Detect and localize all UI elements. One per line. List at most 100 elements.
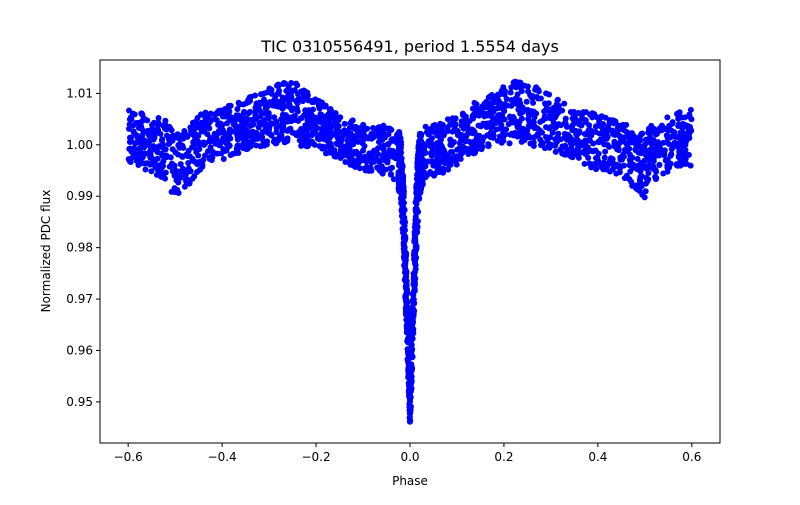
data-point	[346, 124, 353, 131]
data-point	[400, 229, 407, 236]
data-point	[300, 87, 307, 94]
data-point	[396, 154, 403, 161]
data-point	[650, 146, 657, 153]
data-point	[664, 157, 671, 164]
data-point	[525, 122, 532, 129]
data-point	[233, 145, 240, 152]
y-axis: 0.95 0.96 0.97 0.98 0.99 1.00 1.01	[66, 86, 100, 409]
data-point	[553, 111, 560, 118]
data-point	[410, 296, 417, 303]
data-point	[321, 145, 328, 152]
data-point	[298, 125, 305, 132]
data-point	[676, 109, 683, 116]
data-point	[655, 127, 662, 134]
data-point	[566, 133, 573, 140]
data-point	[402, 256, 409, 263]
data-point	[147, 161, 154, 168]
data-point	[404, 316, 411, 323]
data-point	[344, 152, 351, 159]
y-tick-label: 0.97	[66, 292, 93, 306]
y-tick-label: 1.01	[66, 86, 93, 100]
data-point	[403, 250, 410, 257]
data-point	[139, 131, 146, 138]
data-point	[216, 120, 223, 127]
data-point	[327, 116, 334, 123]
data-point	[166, 163, 173, 170]
data-point	[306, 109, 313, 116]
data-point	[500, 84, 507, 91]
data-point	[667, 152, 674, 159]
data-point	[216, 109, 223, 116]
data-point	[586, 160, 593, 167]
data-point	[627, 151, 634, 158]
data-point	[318, 129, 325, 136]
data-point	[266, 99, 273, 106]
data-point	[276, 122, 283, 129]
data-point	[539, 140, 546, 147]
data-point	[185, 160, 192, 167]
data-point	[628, 139, 635, 146]
data-point	[271, 137, 278, 144]
data-point	[429, 171, 436, 178]
data-point	[575, 154, 582, 161]
data-point	[405, 359, 412, 366]
data-point	[265, 110, 272, 116]
data-point	[181, 167, 188, 174]
data-point	[151, 119, 158, 126]
data-point	[508, 102, 515, 109]
data-point	[276, 134, 283, 141]
data-point	[331, 153, 338, 160]
data-point	[687, 106, 694, 113]
data-point	[471, 99, 478, 106]
data-point	[653, 139, 660, 146]
data-point	[609, 155, 616, 162]
data-point	[288, 80, 295, 87]
data-point	[141, 116, 148, 123]
data-point	[225, 141, 232, 148]
data-point	[362, 167, 369, 174]
data-point	[407, 418, 414, 425]
data-point	[207, 117, 214, 124]
data-point	[422, 123, 429, 130]
data-point	[162, 169, 169, 176]
data-point	[253, 142, 260, 149]
data-point	[503, 95, 510, 102]
data-point	[354, 130, 361, 137]
data-point	[481, 110, 488, 117]
data-point	[688, 116, 695, 123]
data-point	[430, 147, 437, 154]
data-point	[476, 110, 483, 117]
y-tick-label: 0.96	[66, 343, 93, 357]
data-point	[657, 145, 664, 152]
data-point	[252, 114, 259, 121]
data-point	[468, 140, 475, 147]
data-point	[220, 146, 227, 153]
data-point	[563, 123, 570, 130]
data-point	[380, 122, 387, 129]
data-point	[418, 140, 425, 147]
data-point	[350, 162, 357, 169]
data-point	[202, 152, 209, 159]
data-point	[303, 127, 310, 134]
x-tick-label: 0.6	[682, 450, 701, 464]
data-point	[488, 121, 495, 128]
data-point	[159, 136, 166, 143]
data-point	[469, 126, 476, 133]
data-point	[130, 128, 137, 135]
data-point	[536, 129, 543, 136]
data-point	[255, 106, 262, 113]
data-point	[606, 117, 613, 124]
data-point	[279, 117, 286, 124]
data-point	[382, 166, 389, 173]
data-point	[656, 161, 663, 168]
data-point	[483, 120, 490, 127]
data-point	[650, 158, 657, 165]
data-point	[559, 150, 566, 157]
data-point	[611, 138, 618, 145]
data-point	[591, 160, 598, 167]
data-point	[142, 166, 149, 173]
data-point	[379, 170, 386, 177]
data-point	[463, 145, 470, 152]
data-point	[404, 321, 411, 328]
data-point	[494, 99, 501, 106]
